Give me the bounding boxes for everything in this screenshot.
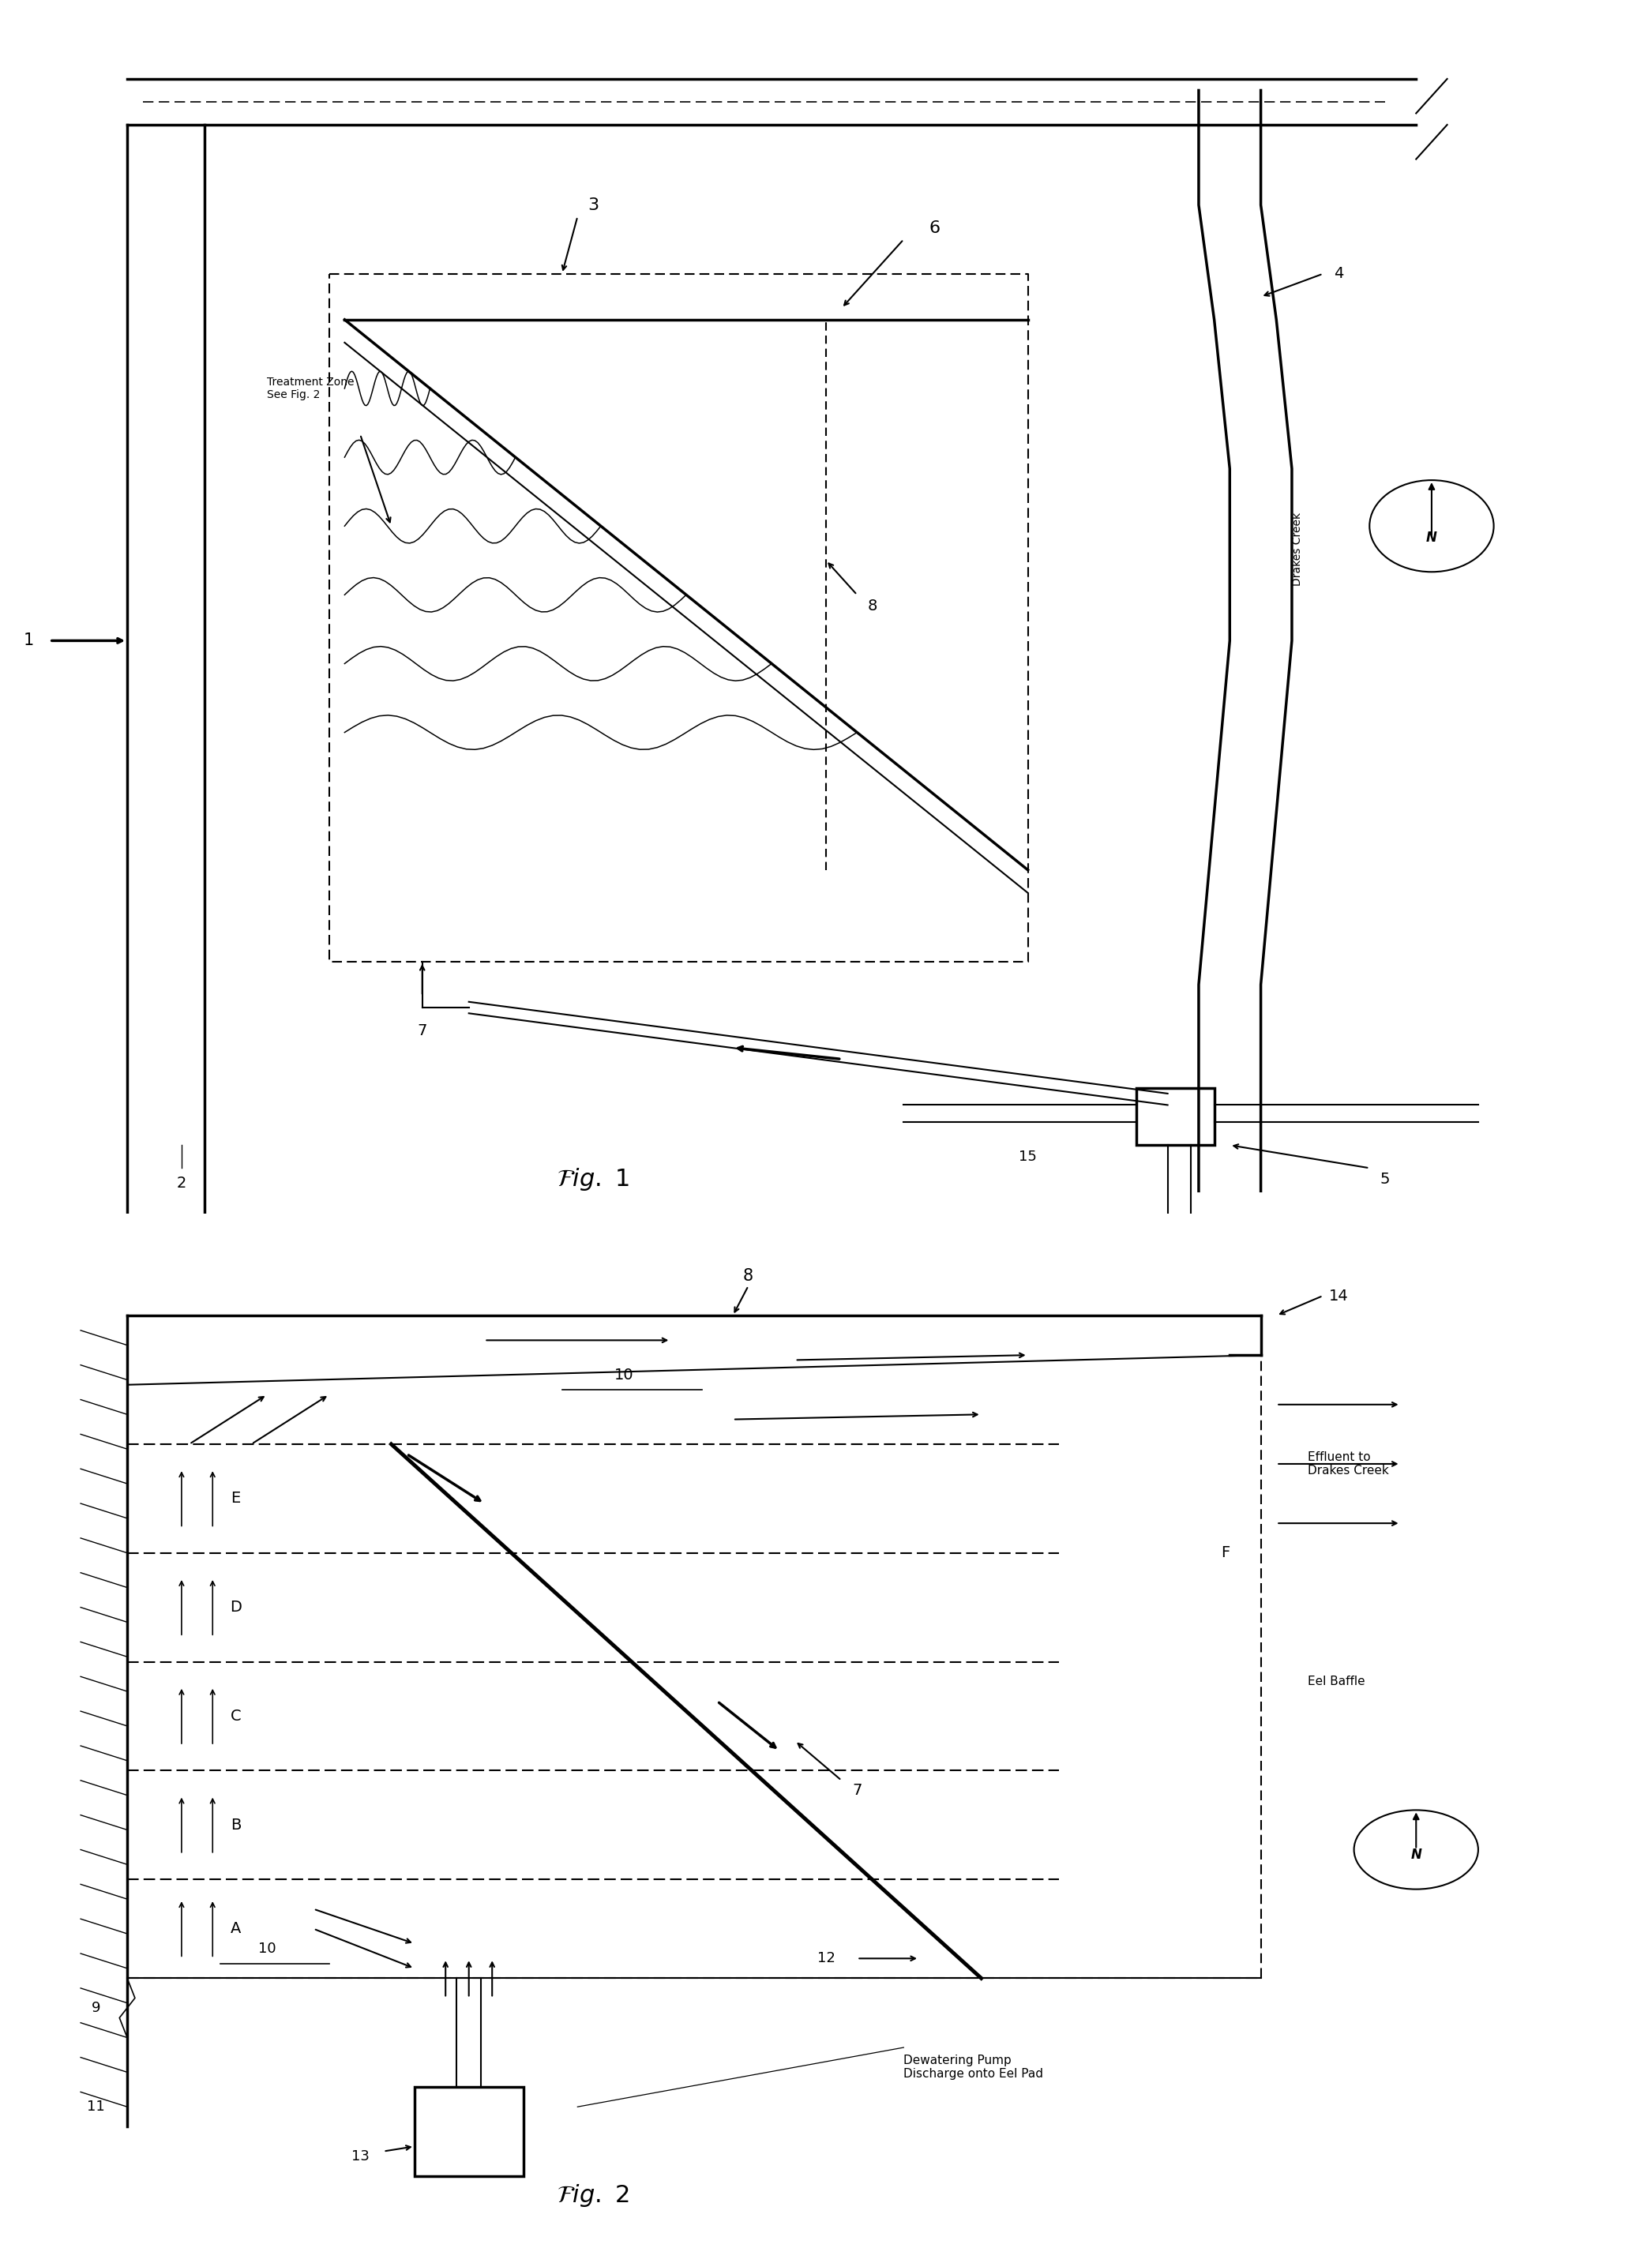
Text: 10: 10 [258,1942,276,1956]
Text: $\mathcal{F}ig.\ 2$: $\mathcal{F}ig.\ 2$ [557,2183,629,2210]
Text: C: C [231,1708,241,1724]
Text: E: E [231,1490,241,1506]
Text: B: B [231,1816,241,1832]
Text: 15: 15 [1019,1149,1037,1164]
Text: N: N [1411,1848,1422,1861]
Text: 13: 13 [352,2149,368,2163]
Text: 14: 14 [1328,1288,1348,1304]
Text: 1: 1 [23,632,35,650]
Text: 12: 12 [818,1951,834,1965]
Text: 2: 2 [177,1176,187,1191]
Text: 11: 11 [88,2100,106,2113]
Text: A: A [231,1922,241,1936]
Text: 9: 9 [91,2001,101,2014]
Text: Drakes Creek: Drakes Creek [1292,513,1303,587]
Text: 7: 7 [418,1023,428,1039]
Text: 6: 6 [928,220,940,236]
Text: 4: 4 [1333,265,1343,281]
Text: 8: 8 [867,598,877,614]
Text: Effluent to
Drakes Creek: Effluent to Drakes Creek [1307,1452,1389,1477]
Text: Treatment Zone
See Fig. 2: Treatment Zone See Fig. 2 [268,375,354,400]
Text: 7: 7 [852,1783,862,1798]
Text: 5: 5 [1379,1171,1389,1187]
Bar [415,2086,524,2176]
Text: 3: 3 [588,198,598,214]
Bar [1137,1088,1214,1144]
Text: 10: 10 [615,1367,634,1383]
Text: $\mathcal{F}ig.\ 1$: $\mathcal{F}ig.\ 1$ [557,1167,629,1191]
Text: 8: 8 [743,1268,753,1284]
Text: F: F [1221,1544,1229,1560]
Text: Dewatering Pump
Discharge onto Eel Pad: Dewatering Pump Discharge onto Eel Pad [904,2055,1044,2079]
Text: D: D [230,1601,241,1614]
Text: N: N [1426,531,1437,544]
Text: Eel Baffle: Eel Baffle [1307,1675,1365,1688]
